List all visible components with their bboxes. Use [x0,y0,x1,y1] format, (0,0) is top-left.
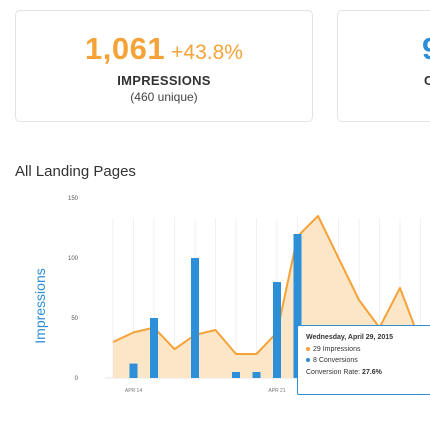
tooltip-rate-value: 27.6% [362,368,382,376]
conversions-card[interactable]: 9 C [337,10,430,122]
tooltip-rate-row: Conversion Rate: 27.6% [306,367,430,379]
tooltip-impressions-row: 29 Impressions [306,344,430,356]
tooltip-impressions: 29 Impressions [313,345,361,353]
conversion-bar [232,372,240,378]
x-tick-label: APR 14 [125,388,142,394]
conversions-dot-icon [306,358,310,363]
tooltip-rate-label: Conversion Rate: [306,368,361,376]
y-tick-label: 50 [71,316,78,322]
conversion-bar [293,234,302,378]
impressions-metric: 1,061 +43.8% [16,31,312,67]
tooltip-conversions-row: 8 Conversions [306,355,430,367]
tooltip-date: Wednesday, April 29, 2015 [306,334,394,341]
y-tick-label: 0 [75,376,79,382]
conversion-bar [252,372,261,378]
y-tick-label: 100 [68,256,79,262]
chart-tooltip: Wednesday, April 29, 2015 29 Impressions… [297,325,430,395]
conversions-value: 9 [422,31,430,67]
impressions-card[interactable]: 1,061 +43.8% IMPRESSIONS (460 unique) [15,10,313,122]
impressions-dot-icon [306,346,310,351]
tooltip-conversions: 8 Conversions [313,357,358,364]
conversions-label: C [424,73,430,88]
impressions-change: +43.8% [171,41,243,64]
y-tick-label: 150 [68,196,79,202]
x-tick-label: APR 21 [268,388,285,394]
impressions-label: IMPRESSIONS [117,73,211,88]
conversion-bar [150,318,158,378]
section-title: All Landing Pages [15,163,136,180]
conversion-bar [191,258,199,378]
conversion-bar [129,363,138,378]
x-ticks: APR 14 APR 21 [125,388,286,394]
impressions-unique: (460 unique) [130,90,198,104]
y-ticks: 0 50 100 150 [68,196,79,382]
conversion-bar [273,282,281,378]
impressions-value: 1,061 [85,31,166,66]
